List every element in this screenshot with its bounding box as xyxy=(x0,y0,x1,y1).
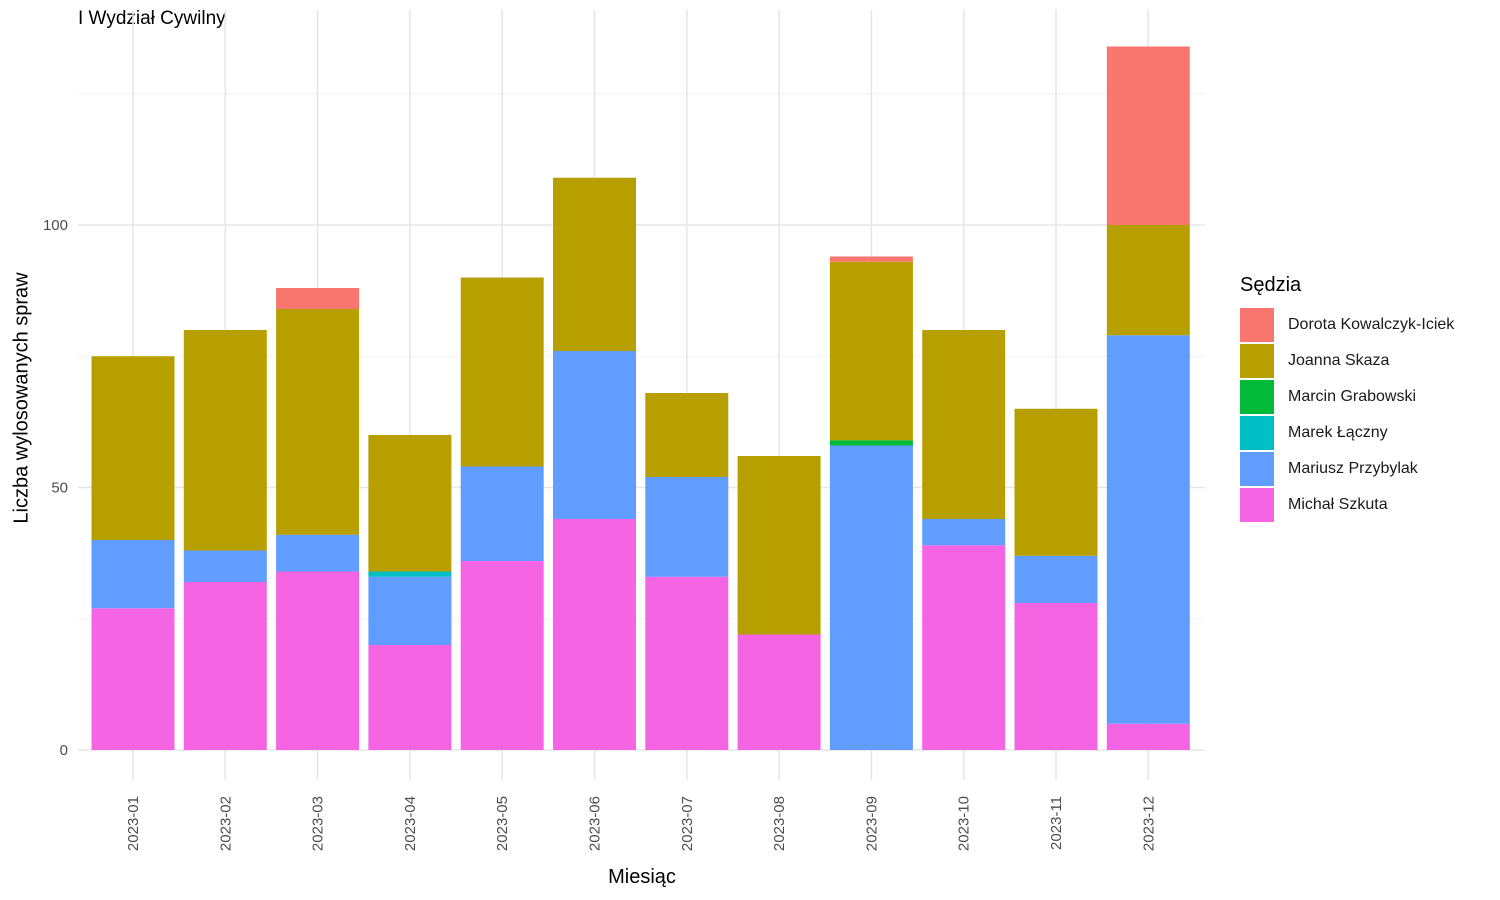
bar-segment xyxy=(829,445,913,750)
bar-segment xyxy=(553,351,636,519)
bar-segment xyxy=(829,256,913,262)
bar-segment xyxy=(645,393,729,477)
bar-segment xyxy=(922,330,1006,519)
bar-segment xyxy=(368,435,452,572)
bar-segment xyxy=(276,309,360,535)
bar-segment xyxy=(1106,723,1190,750)
y-tick-label: 50 xyxy=(51,480,68,497)
y-tick-label: 0 xyxy=(60,742,68,759)
legend-item: Joanna Skaza xyxy=(1240,343,1454,379)
bar-segment xyxy=(1014,603,1098,750)
x-tick-label: 2023-02 xyxy=(217,796,234,851)
legend-item: Mariusz Przybylak xyxy=(1240,451,1454,487)
bar-segment xyxy=(922,545,1006,750)
legend-item: Michał Szkuta xyxy=(1240,487,1454,523)
legend-swatch xyxy=(1240,308,1274,342)
x-tick-label: 2023-05 xyxy=(494,796,511,851)
bar-segment xyxy=(1106,46,1190,225)
legend-label: Marcin Grabowski xyxy=(1288,388,1417,405)
bar-segment xyxy=(922,519,1006,546)
bar-segment xyxy=(91,608,175,750)
legend-label: Joanna Skaza xyxy=(1288,352,1390,369)
legend-swatch xyxy=(1240,380,1274,414)
bar-segment xyxy=(183,330,267,551)
bar-segment xyxy=(368,576,452,645)
legend-swatch xyxy=(1240,344,1274,378)
bar-segment xyxy=(1106,225,1190,336)
x-tick-label: 2023-04 xyxy=(402,796,419,851)
bar-segment xyxy=(829,261,913,441)
x-tick-label: 2023-11 xyxy=(1048,796,1065,850)
legend-label: Michał Szkuta xyxy=(1288,496,1388,513)
bar-segment xyxy=(645,576,729,750)
legend-label: Dorota Kowalczyk-Iciek xyxy=(1288,316,1455,333)
bar-segment xyxy=(276,534,360,572)
y-tick-label: 100 xyxy=(43,217,68,234)
legend-swatch xyxy=(1240,416,1274,450)
x-axis-label: Miesiąc xyxy=(608,866,676,888)
legend-swatch xyxy=(1240,488,1274,522)
bar-segment xyxy=(91,356,175,540)
bar-segment xyxy=(460,561,544,750)
bar-segment xyxy=(276,288,360,309)
x-tick-label: 2023-09 xyxy=(863,796,880,851)
chart-title: I Wydział Cywilny xyxy=(78,8,226,29)
x-tick-label: 2023-01 xyxy=(125,796,142,851)
bar-segment xyxy=(645,477,729,577)
bar-segment xyxy=(737,456,821,635)
x-tick-label: 2023-12 xyxy=(1140,796,1157,851)
bar-segment xyxy=(553,177,636,351)
bar-segment xyxy=(460,277,544,467)
bar-segment xyxy=(91,540,175,609)
x-tick-label: 2023-03 xyxy=(310,796,327,851)
bar-segment xyxy=(829,440,913,446)
bar-segment xyxy=(183,550,267,582)
bar-segment xyxy=(460,466,544,561)
x-tick-label: 2023-06 xyxy=(587,796,604,851)
x-tick-label: 2023-10 xyxy=(956,796,973,851)
bar-segment xyxy=(183,582,267,750)
legend-title: Sędzia xyxy=(1240,274,1302,296)
x-tick-label: 2023-07 xyxy=(679,796,696,851)
legend-item: Dorota Kowalczyk-Iciek xyxy=(1240,307,1454,343)
bar-segment xyxy=(368,645,452,750)
bar-segment xyxy=(1014,555,1098,603)
legend: Sędzia Dorota Kowalczyk-Iciek Joanna Skaz… xyxy=(1240,274,1454,523)
legend-label: Mariusz Przybylak xyxy=(1288,460,1418,477)
bar-segment xyxy=(368,571,452,577)
bar-segment xyxy=(737,634,821,750)
legend-item: Marcin Grabowski xyxy=(1240,379,1454,415)
bar-segment xyxy=(276,571,360,750)
x-tick-label: 2023-08 xyxy=(771,796,788,851)
legend-swatch xyxy=(1240,452,1274,486)
legend-label: Marek Łączny xyxy=(1288,424,1388,441)
bar-segment xyxy=(1014,408,1098,556)
bar-segment xyxy=(553,519,636,750)
bar-segment xyxy=(1106,335,1190,724)
legend-items: Dorota Kowalczyk-Iciek Joanna Skaza Marcin… xyxy=(1240,307,1454,523)
legend-item: Marek Łączny xyxy=(1240,415,1454,451)
